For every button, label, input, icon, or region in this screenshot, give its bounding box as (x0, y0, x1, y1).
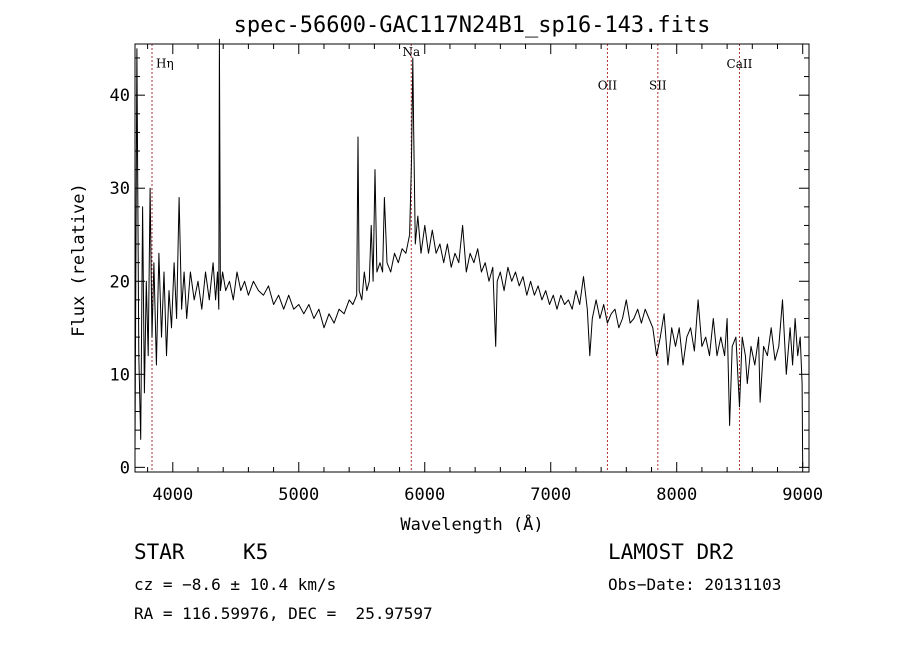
spectrum-series (134, 38, 804, 468)
y-axis-label: Flux (relative) (69, 183, 89, 337)
x-axis-label: Wavelength (Å) (400, 513, 543, 535)
object-class: STAR (134, 540, 185, 564)
spectral-lines: Hη Na OII SII CaII (151, 44, 753, 472)
survey-name: LAMOST DR2 (608, 540, 735, 564)
chart-title: spec-56600-GAC117N24B1_sp16-143.fits (234, 13, 711, 38)
x-tick-label: 8000 (656, 485, 697, 505)
spectral-line-label: CaII (727, 57, 753, 71)
y-tick-label: 20 (110, 272, 130, 292)
spectral-line-label: OII (598, 79, 618, 93)
x-tick-label: 5000 (278, 485, 319, 505)
redshift-cz: cz = −8.6 ± 10.4 km/s (134, 575, 337, 594)
spectral-line-label: SII (649, 79, 667, 93)
object-subclass: K5 (243, 540, 269, 564)
x-tick-label: 4000 (152, 485, 193, 505)
y-tick-label: 40 (110, 86, 130, 106)
x-tick-label: 7000 (530, 485, 571, 505)
x-tick-label: 6000 (404, 485, 445, 505)
spectral-line-label: Hη (156, 56, 174, 70)
x-tick-label: 9000 (782, 485, 823, 505)
spectrum-line (134, 38, 804, 468)
tick-labels: 4000 5000 6000 7000 8000 9000 0 10 20 30 40 (110, 86, 824, 505)
y-tick-label: 30 (110, 179, 130, 199)
spectral-line-label: Na (402, 45, 420, 59)
observation-date: Obs−Date: 20131103 (608, 575, 782, 594)
axis-ticks (135, 44, 809, 472)
plot-frame (134, 43, 810, 473)
coordinates: RA = 116.59976, DEC = 25.97597 (134, 604, 433, 623)
y-tick-label: 10 (110, 365, 130, 385)
y-tick-label: 0 (120, 458, 130, 478)
